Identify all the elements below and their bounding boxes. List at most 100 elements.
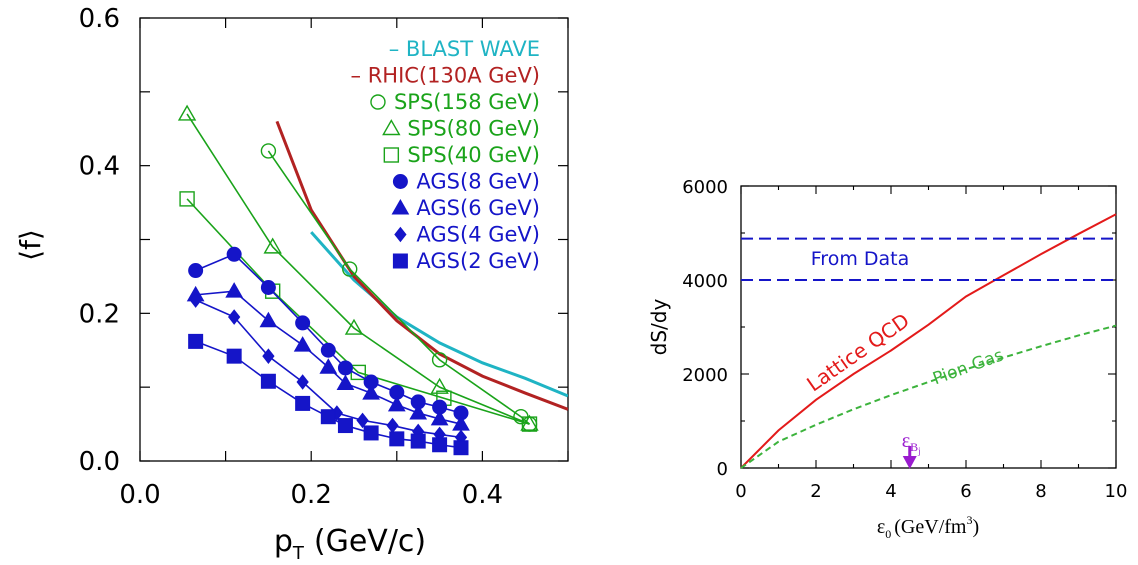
series-lattice-qcd [740, 213, 1117, 469]
right-x-axis-label-main: ε [877, 516, 885, 538]
right-axis-ticks: 0 2 4 6 8 10 0 2000 4000 6000 [682, 177, 1127, 502]
legend-marker-sps-80-gev [382, 119, 401, 136]
blast-wave-line [310, 231, 568, 398]
ags-6-gev-marker [293, 336, 312, 352]
legend-label-rhic-130a-gev: – RHIC(130A GeV) [351, 64, 540, 88]
legend-label-ags-6-gev: AGS(6 GeV) [416, 196, 540, 220]
sps-80-gev-marker [344, 318, 364, 335]
arrow-head [902, 456, 917, 469]
ags-4-gev-marker [356, 412, 369, 429]
right-plot-frame [740, 185, 1117, 469]
legend-label-ags-4-gev: AGS(4 GeV) [416, 223, 540, 247]
legend-marker-ags-2-gev [392, 253, 408, 269]
right-x-tick-label: 0 [735, 481, 746, 502]
ags-4-gev-marker [386, 417, 399, 434]
ags-6-gev-marker [387, 395, 406, 412]
series-blast-wave [310, 231, 568, 398]
legend-label-sps-40-gev: SPS(40 GeV) [407, 143, 540, 167]
right-y-tick-label: 6000 [682, 177, 728, 198]
series-ags-8-gev [188, 246, 469, 421]
left-x-axis-label-sub: T [292, 543, 305, 564]
right-x-tick-label: 10 [1105, 481, 1128, 502]
ags-4-gev-line [195, 299, 462, 439]
legend-label-sps-80-gev: SPS(80 GeV) [407, 117, 540, 141]
ags-6-gev-marker [225, 282, 244, 298]
ags-2-gev-marker [410, 433, 426, 449]
ags-6-gev-marker [336, 374, 355, 390]
right-series-group [740, 213, 1117, 469]
ags-4-gev-marker [262, 348, 275, 364]
right-y-tick-label: 4000 [682, 271, 728, 292]
sps-80-gev-marker [177, 104, 197, 121]
ags-8-gev-marker [260, 279, 276, 295]
ags-2-gev-marker [295, 395, 311, 411]
sps-40-gev-marker [179, 191, 195, 207]
epsilon-bj-arrow [902, 446, 917, 469]
series-from-data [741, 237, 1116, 281]
sps-158-gev-marker [260, 143, 277, 159]
right-x-axis-label-sub: 0 [885, 527, 891, 541]
legend-label-ags-2-gev: AGS(2 GeV) [416, 249, 540, 273]
series-pion-gas [740, 324, 1117, 469]
ags-6-gev-marker [362, 384, 380, 400]
left-x-axis-label-unit: (GeV/c) [314, 524, 426, 559]
left-legend: – BLAST WAVE – RHIC(130A GeV)SPS(158 GeV)… [351, 37, 540, 273]
ags-2-gev-marker [320, 409, 336, 425]
sps-158-gev-marker [431, 352, 448, 368]
ags-6-gev-marker [430, 409, 449, 426]
right-x-tick-label: 2 [810, 481, 821, 502]
ags-2-gev-marker [453, 440, 469, 456]
ags-8-gev-marker [295, 315, 311, 331]
sps-40-gev-marker [521, 416, 538, 432]
right-x-axis-label-unit: (GeV/fm [894, 516, 967, 538]
ags-8-gev-line [195, 253, 462, 414]
sps-80-gev-marker [430, 377, 449, 394]
sps-40-gev-line [186, 198, 530, 425]
left-y-tick-label: 0.2 [79, 299, 120, 329]
ags-4-gev-marker [228, 309, 241, 325]
ags-2-gev-marker [432, 437, 448, 453]
left-series-group [177, 104, 568, 456]
ags-4-gev-marker [189, 292, 202, 308]
legend-label-blast-wave: – BLAST WAVE [389, 37, 540, 61]
left-x-axis-label-main: p [274, 524, 293, 559]
ags-2-gev-marker [363, 425, 379, 441]
legend-marker-ags-6-gev [391, 198, 410, 215]
left-x-tick-label: 0.4 [462, 480, 503, 510]
epsilon-bj-sub: B [910, 440, 918, 454]
series-ags-2-gev [188, 333, 469, 456]
left-axis-ticks: 0.0 0.2 0.4 0.0 0.2 0.4 0.6 [79, 4, 569, 510]
left-x-tick-label: 0.2 [291, 480, 332, 510]
ags-6-gev-marker [319, 358, 338, 374]
legend-marker-ags-4-gev [394, 226, 407, 243]
left-y-axis-label: ⟨f⟩ [14, 229, 47, 261]
ags-2-gev-marker [260, 373, 276, 389]
ags-8-gev-marker [320, 342, 336, 358]
ags-4-gev-marker [296, 374, 309, 390]
series-ags-6-gev [186, 282, 470, 431]
epsilon-bj-label: εBj [902, 430, 921, 456]
ags-8-gev-marker [188, 263, 204, 279]
ags-6-gev-marker [259, 311, 278, 328]
sps-158-gev-marker [342, 261, 358, 277]
pion-gas-label: Pion Gas [930, 345, 1006, 389]
ags-2-gev-marker [337, 418, 353, 434]
left-chart: 0.0 0.2 0.4 0.0 0.2 0.4 0.6 – BLAST WAVE – RHIC… [14, 4, 569, 564]
legend-marker-ags-8-gev [392, 174, 408, 189]
ags-6-gev-marker [409, 404, 428, 420]
lattice-qcd-label: Lattice QCD [802, 308, 914, 396]
left-y-tick-label: 0.0 [79, 447, 120, 477]
lattice-qcd-line [740, 213, 1117, 469]
right-x-tick-label: 8 [1035, 481, 1046, 502]
right-y-tick-label: 2000 [682, 365, 728, 386]
legend-marker-sps-40-gev [383, 147, 400, 163]
legend-label-ags-8-gev: AGS(8 GeV) [416, 170, 540, 194]
pion-gas-line [740, 324, 1117, 469]
right-y-tick-label: 0 [717, 459, 728, 480]
legend-marker-sps-158-gev [370, 94, 386, 110]
right-y-axis-label: dS/dy [647, 299, 671, 356]
right-x-tick-label: 6 [960, 481, 971, 502]
right-x-axis-label-sup: 3 [966, 513, 972, 527]
